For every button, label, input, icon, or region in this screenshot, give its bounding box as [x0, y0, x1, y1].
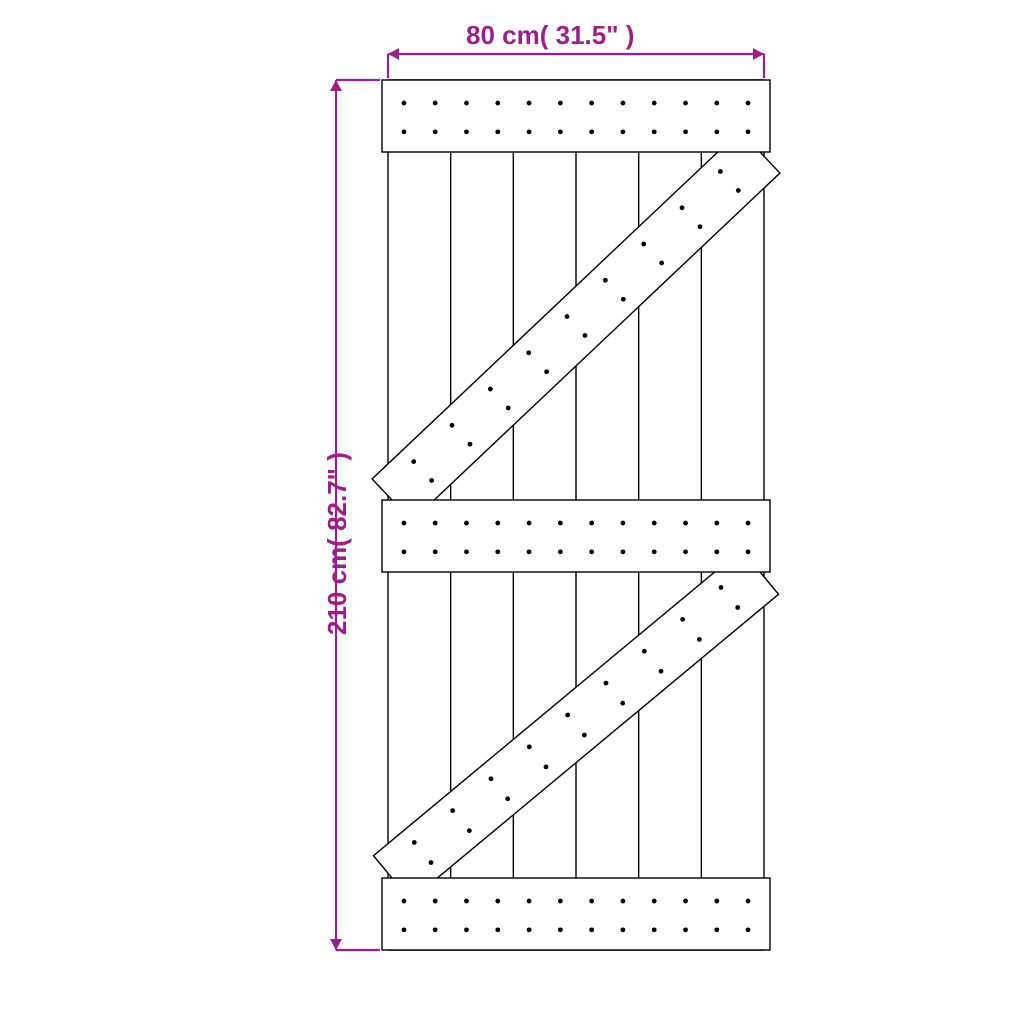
- height-dimension-label: 210 cm( 82.7" ): [322, 452, 353, 635]
- width-dimension-label: 80 cm( 31.5" ): [466, 20, 634, 51]
- diagram-stage: 80 cm( 31.5" ) 210 cm( 82.7" ): [0, 0, 1024, 1024]
- door-dimension-svg: [0, 0, 1024, 1024]
